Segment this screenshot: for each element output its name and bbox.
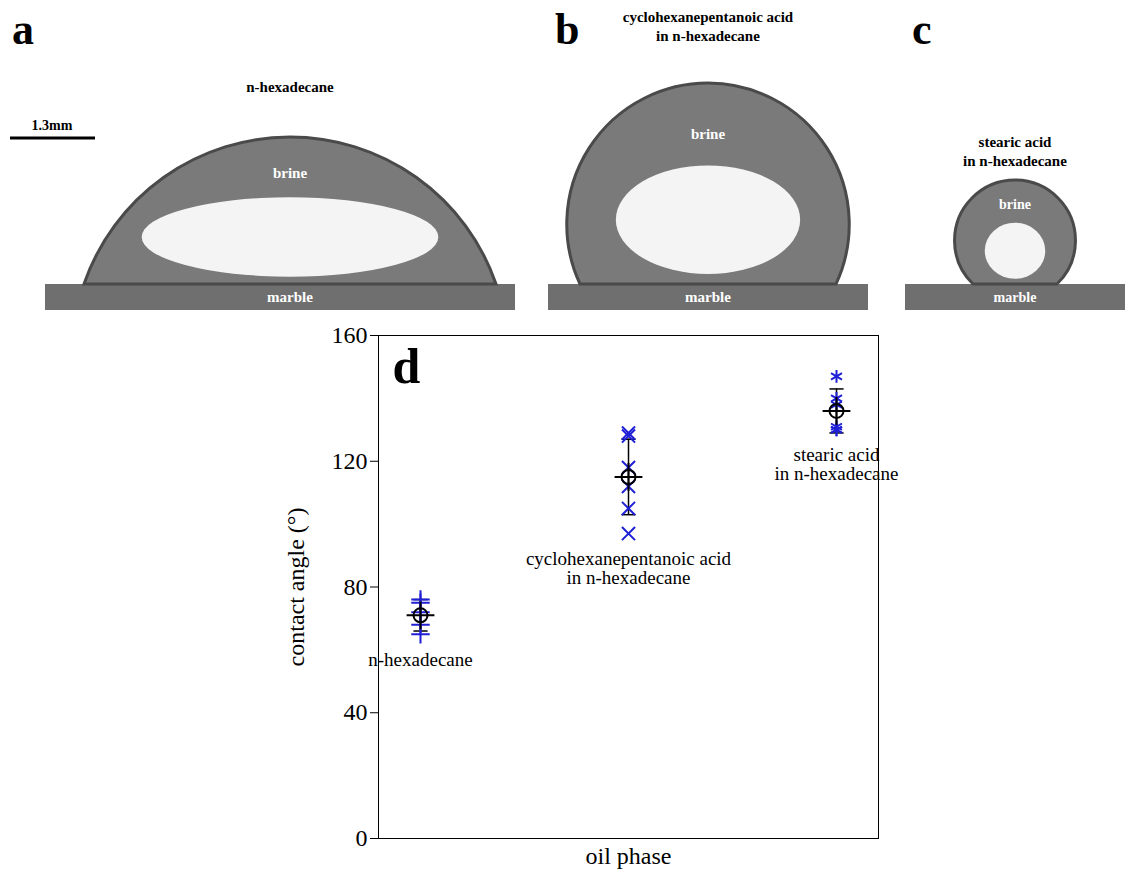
svg-text:brine: brine [273,165,308,181]
svg-text:c: c [912,5,932,54]
svg-text:brine: brine [999,197,1031,212]
svg-text:in n-hexadecane: in n-hexadecane [656,28,760,44]
svg-text:contact angle (°): contact angle (°) [283,508,309,667]
svg-text:n-hexadecane: n-hexadecane [368,649,472,670]
svg-text:stearic acidin n-hexadecane: stearic acidin n-hexadecane [775,444,899,484]
svg-text:oil phase: oil phase [586,843,672,869]
svg-text:d: d [393,338,421,394]
svg-text:80: 80 [344,574,368,600]
svg-text:cyclohexanepentanoic acidin n-: cyclohexanepentanoic acidin n-hexadecane [526,548,732,588]
svg-text:b: b [555,5,579,54]
svg-text:a: a [12,5,34,54]
svg-text:n-hexadecane: n-hexadecane [246,79,334,95]
svg-text:stearic acid: stearic acid [979,134,1053,150]
svg-text:160: 160 [332,322,368,348]
svg-text:marble: marble [994,290,1037,305]
svg-text:brine: brine [691,126,726,142]
svg-text:cyclohexanepentanoic acid: cyclohexanepentanoic acid [623,9,794,25]
svg-text:marble: marble [267,289,313,305]
svg-text:120: 120 [332,448,368,474]
svg-text:40: 40 [344,699,368,725]
svg-text:in n-hexadecane: in n-hexadecane [963,153,1067,169]
svg-text:marble: marble [685,289,731,305]
svg-text:0: 0 [356,825,368,851]
svg-text:1.3mm: 1.3mm [32,118,73,133]
